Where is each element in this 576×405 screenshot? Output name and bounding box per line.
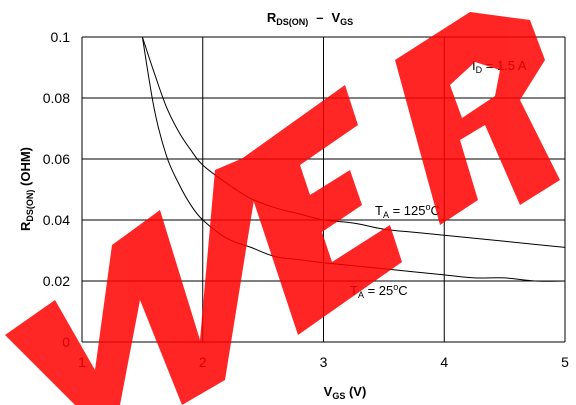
y-tick-label: 0.04 — [43, 212, 70, 228]
watermark-letter-w — [5, 150, 262, 405]
y-axis-label: RDS(ON) (OHM) — [18, 147, 35, 231]
annotation-t125: TA = 125oC — [375, 202, 440, 220]
watermark-letter-e — [240, 85, 402, 335]
x-tick-label: 3 — [320, 354, 328, 370]
x-axis-label: VGS (V) — [324, 384, 367, 401]
y-tick-labels: 00.020.040.060.080.1 — [43, 29, 70, 350]
x-tick-labels: 12345 — [78, 354, 569, 370]
x-tick-label: 4 — [440, 354, 448, 370]
watermark-wef — [5, 12, 560, 405]
watermark-letter-r — [395, 12, 560, 225]
chart-title: RDS(ON) – VGS — [267, 10, 353, 27]
y-tick-label: 0.1 — [51, 29, 71, 45]
y-tick-label: 0.02 — [43, 273, 70, 289]
x-tick-label: 5 — [561, 354, 569, 370]
y-tick-label: 0.06 — [43, 151, 70, 167]
y-tick-label: 0.08 — [43, 90, 70, 106]
